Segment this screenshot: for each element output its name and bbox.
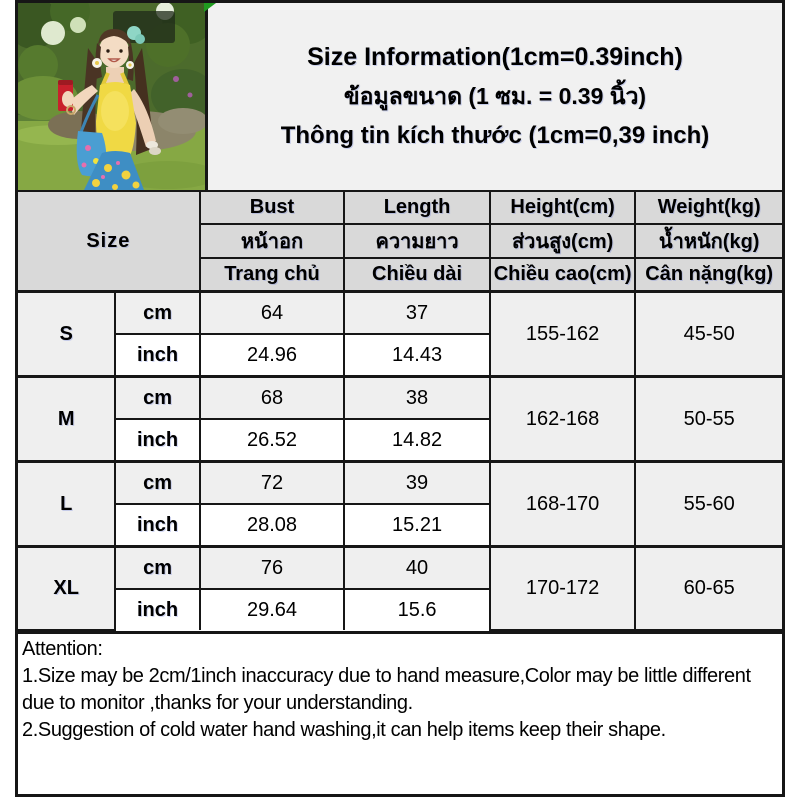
cell-s-height: 155-162 [488,290,637,378]
col-header-height-th: ส่วนสูง(cm) [488,223,637,259]
col-header-length-vi: Chiều dài [343,257,491,293]
top-row: Size Information(1cm=0.39inch) ข้อมูลขนา… [18,3,782,192]
col-header-bust-th: หน้าอก [199,223,346,259]
cell-s-weight: 45-50 [634,290,782,378]
cell-l-length-inch: 15.21 [343,503,490,548]
cell-m-height: 162-168 [488,375,637,463]
cell-xl-weight: 60-65 [634,545,782,631]
size-label-m: M [18,375,117,463]
col-header-weight-vi: Cân nặng(kg) [634,257,782,293]
unit-label-cm: cm [114,460,201,505]
model-photo [18,3,208,190]
cell-m-bust-cm: 68 [198,375,346,420]
col-header-length-th: ความยาว [343,223,491,259]
cell-m-length-inch: 14.82 [343,418,490,463]
attention-note-2: 2.Suggestion of cold water hand washing,… [22,719,666,741]
attention-note-1: 1.Size may be 2cm/1inch inaccuracy due t… [22,665,751,714]
size-header-cell: Size [18,192,201,293]
col-header-height-en: Height(cm) [488,192,637,225]
size-chart-sheet: Size Information(1cm=0.39inch) ข้อมูลขนา… [15,0,785,797]
unit-label-cm: cm [114,290,201,335]
cell-s-length-cm: 37 [343,290,491,335]
unit-label-inch: inch [115,503,201,548]
cell-s-length-inch: 14.43 [343,333,490,378]
size-table: Size Bust Length Height(cm) Weight(kg) ห… [18,192,782,631]
cell-l-bust-cm: 72 [198,460,346,505]
cell-l-bust-inch: 28.08 [198,503,346,548]
col-header-weight-th: น้ำหนัก(kg) [634,223,782,259]
cell-l-length-cm: 39 [343,460,491,505]
cell-l-weight: 55-60 [634,460,782,548]
unit-label-cm: cm [114,545,201,590]
cell-s-bust-inch: 24.96 [198,333,346,378]
attention-notes: Attention: 1.Size may be 2cm/1inch inacc… [18,631,782,794]
unit-label-inch: inch [115,418,201,463]
size-label-xl: XL [18,545,117,631]
col-header-length-en: Length [343,192,491,225]
col-header-height-vi: Chiều cao(cm) [488,257,637,293]
unit-label-cm: cm [114,375,201,420]
cell-xl-length-inch: 15.6 [343,588,490,630]
title-block: Size Information(1cm=0.39inch) ข้อมูลขนา… [208,3,782,190]
attention-heading: Attention: [22,638,103,660]
cell-m-length-cm: 38 [343,375,491,420]
cell-xl-length-cm: 40 [343,545,491,590]
model-photo-illustration [18,3,205,190]
cell-m-weight: 50-55 [634,375,782,463]
size-label-l: L [18,460,117,548]
col-header-bust-en: Bust [198,192,346,225]
size-label-s: S [18,290,117,378]
col-header-bust-vi: Trang chủ [199,257,346,293]
title-english: Size Information(1cm=0.39inch) [307,43,683,71]
cell-m-bust-inch: 26.52 [198,418,346,463]
cell-l-height: 168-170 [488,460,637,548]
cell-s-bust-cm: 64 [198,290,346,335]
unit-label-inch: inch [115,333,201,378]
title-thai: ข้อมูลขนาด (1 ซม. = 0.39 นิ้ว) [343,83,647,109]
cell-xl-bust-cm: 76 [198,545,346,590]
title-vietnamese: Thông tin kích thước (1cm=0,39 inch) [280,122,710,149]
col-header-weight-en: Weight(kg) [634,192,782,225]
cell-xl-bust-inch: 29.64 [198,588,346,630]
unit-label-inch: inch [115,588,201,630]
green-corner-flag-icon [204,3,216,12]
cell-xl-height: 170-172 [488,545,637,631]
